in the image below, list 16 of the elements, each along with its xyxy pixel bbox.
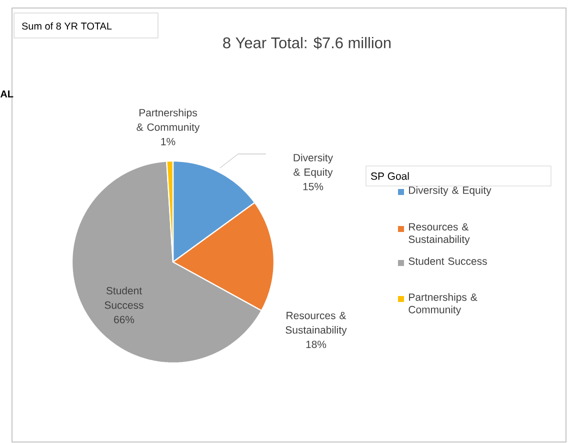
text: Sum of 8 YR TOTAL — [22, 22, 112, 30]
text: AL — [0, 90, 14, 98]
data-label: 66% — [114, 316, 134, 324]
slice-label: Student Success — [104, 286, 144, 309]
slice-label: Resources & Sustainability — [286, 312, 347, 336]
legend-label: Student Success — [408, 257, 487, 265]
slice-label: Partnerships & Community — [136, 108, 200, 133]
data-label: 1% — [161, 138, 176, 146]
category-label: Diversity & Equity — [294, 154, 334, 178]
legend-label: Diversity & Equity — [409, 186, 492, 196]
chart-title: 8 Year Total: $7.6 million — [223, 36, 391, 50]
legend-title: SP Goal — [370, 172, 409, 180]
data-label: 18% — [306, 340, 326, 348]
legend-label: Resources & Sustainability — [408, 223, 470, 246]
data-label: 15% — [303, 182, 324, 190]
legend-label: Partnerships & Community — [408, 293, 478, 316]
